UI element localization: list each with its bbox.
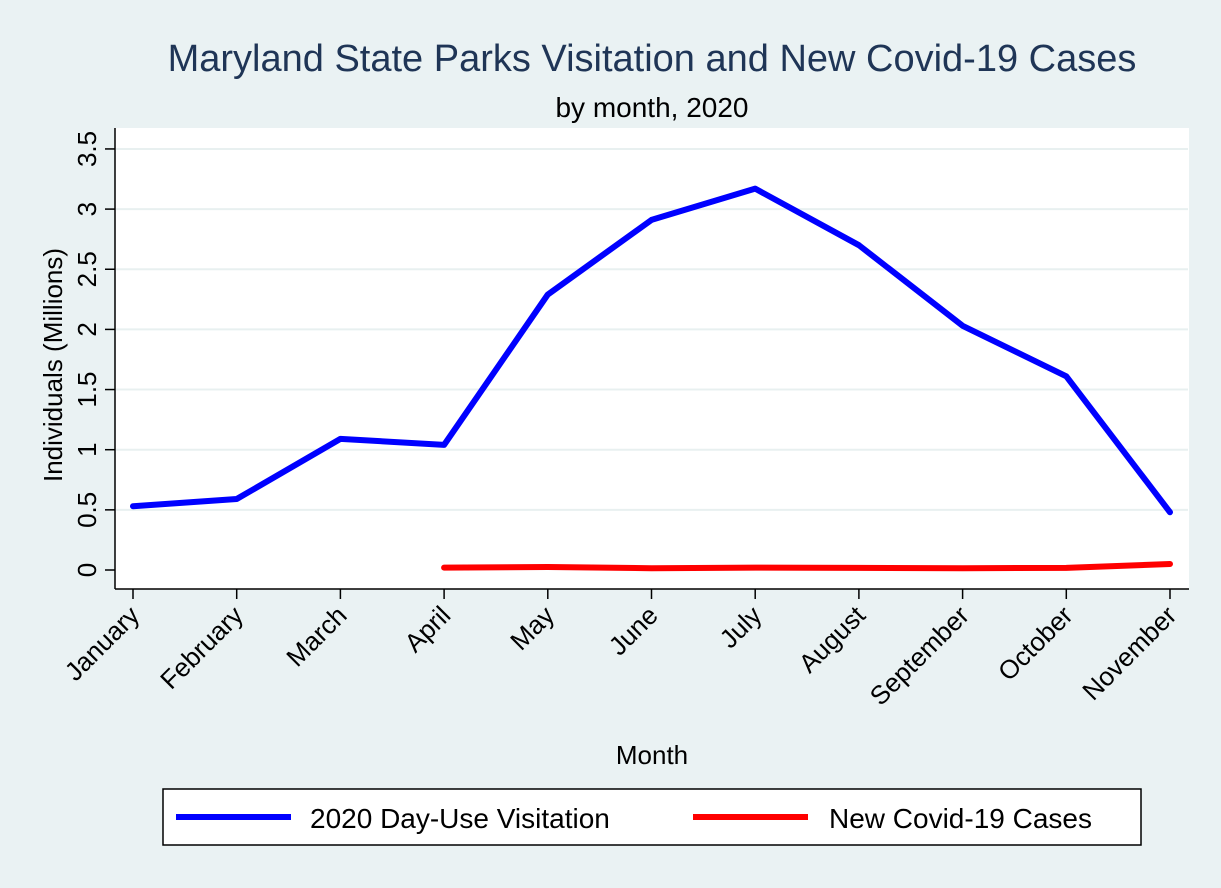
x-tick-label: April	[398, 600, 456, 658]
series-lines	[130, 185, 1173, 572]
x-tick-label: October	[992, 600, 1079, 687]
chart-title: Maryland State Parks Visitation and New …	[168, 38, 1137, 80]
x-tick-label: July	[714, 600, 768, 654]
x-tick-label: August	[793, 599, 872, 678]
gridlines	[116, 147, 1188, 511]
plot-area	[115, 128, 1189, 589]
legend: 2020 Day-Use Visitation New Covid-19 Cas…	[162, 788, 1142, 846]
x-axis-title: Month	[616, 740, 688, 770]
y-axis-ticks: 0 0.5 1 1.5 2 2.5 3 3.5	[72, 131, 115, 577]
y-tick-label: 1	[72, 442, 102, 456]
series-line-covid	[441, 560, 1173, 572]
x-tick-label: March	[280, 600, 352, 672]
legend-label-visitation: 2020 Day-Use Visitation	[310, 803, 610, 834]
y-tick-label: 1.5	[72, 371, 102, 407]
y-tick-label: 0	[72, 563, 102, 577]
x-tick-label: September	[864, 600, 975, 711]
x-tick-label: January	[59, 600, 146, 687]
x-axis-ticks: January February March April May June July Augu…	[59, 589, 1182, 711]
y-axis-title: Individuals (Millions)	[38, 248, 68, 482]
x-tick-label: February	[154, 600, 249, 695]
legend-label-covid: New Covid-19 Cases	[829, 803, 1092, 834]
y-tick-label: 2	[72, 322, 102, 336]
legend-box	[162, 788, 1142, 846]
y-tick-label: 3	[72, 202, 102, 216]
x-tick-label: November	[1076, 600, 1182, 706]
y-tick-label: 3.5	[72, 131, 102, 167]
y-tick-label: 2.5	[72, 251, 102, 287]
x-tick-label: June	[603, 600, 664, 661]
x-tick-label: May	[504, 600, 560, 656]
chart-subtitle: by month, 2020	[555, 92, 748, 123]
series-line-visitation	[130, 185, 1173, 516]
y-tick-label: 0.5	[72, 492, 102, 528]
